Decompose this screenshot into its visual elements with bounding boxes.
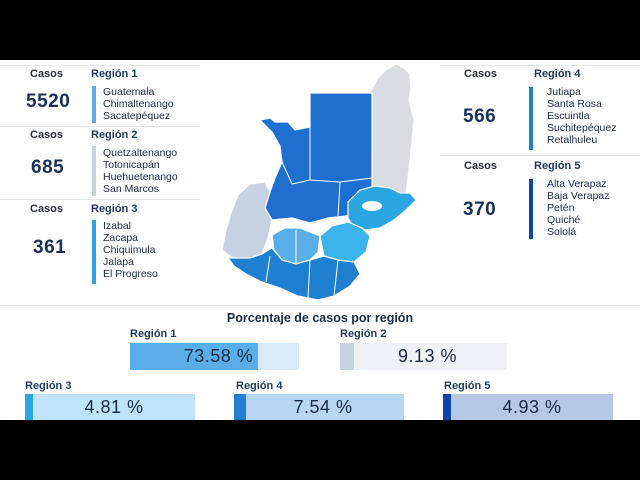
percent-fill	[130, 343, 258, 370]
percent-box-region-2: 9.13 %	[340, 343, 507, 370]
percent-value: 7.54 %	[293, 397, 353, 417]
infographic: Casos Región 1 5520 Guatemala Chimaltena…	[0, 60, 640, 420]
region-color-bar	[92, 86, 96, 123]
department: Petén	[547, 202, 575, 214]
case-count: 370	[463, 199, 497, 220]
percent-fill	[25, 394, 33, 420]
percent-value: 4.93 %	[502, 397, 562, 417]
map-east-mid	[319, 221, 371, 263]
department: Baja Verapaz	[547, 190, 610, 202]
department: Escuintla	[547, 110, 590, 122]
divider	[0, 65, 200, 66]
map-south-coast	[226, 247, 361, 301]
casos-label: Casos	[30, 129, 64, 141]
percent-value: 9.13 %	[397, 346, 458, 366]
percent-fill	[234, 394, 246, 420]
map-north-block	[258, 92, 373, 224]
department: Sololá	[547, 226, 577, 238]
percent-section-title: Porcentaje de casos por región	[226, 311, 414, 325]
map-izabal	[347, 185, 417, 231]
case-count: 5520	[26, 91, 71, 112]
percent-box-region-4: 7.54 %	[234, 394, 404, 420]
casos-label: Casos	[30, 68, 64, 80]
department: Chimaltenango	[103, 98, 174, 110]
department: Retalhuleu	[547, 134, 598, 146]
region-title: Región 5	[534, 160, 581, 172]
region-title: Región 3	[91, 203, 138, 215]
percent-fill	[340, 343, 354, 370]
percent-label: Región 1	[130, 328, 177, 340]
region-color-bar	[529, 179, 533, 239]
department: Alta Verapaz	[547, 178, 607, 190]
percent-label: Región 3	[25, 380, 72, 392]
department: Jutiapa	[547, 86, 581, 98]
percent-label: Región 5	[444, 380, 491, 392]
region-title: Región 1	[91, 68, 138, 80]
department: Izabal	[103, 220, 132, 232]
department: Quetzaltenango	[103, 147, 178, 159]
case-count: 566	[463, 106, 497, 127]
department: Suchitepéquez	[547, 122, 617, 134]
divider	[0, 126, 200, 127]
divider	[440, 155, 640, 156]
casos-label: Casos	[30, 203, 64, 215]
casos-label: Casos	[464, 160, 498, 172]
department: Jalapa	[103, 256, 134, 268]
case-count: 361	[33, 237, 67, 258]
percent-label: Región 2	[340, 328, 387, 340]
region-color-bar	[92, 220, 96, 284]
department: Quiché	[547, 214, 581, 226]
region-title: Región 4	[534, 68, 581, 80]
department: Totonicapán	[103, 159, 160, 171]
department: Guatemala	[103, 86, 155, 98]
divider	[0, 199, 200, 200]
divider	[440, 65, 640, 66]
percent-box-region-5: 4.93 %	[443, 394, 613, 420]
lake-izabal	[362, 201, 382, 211]
region-color-bar	[92, 146, 96, 196]
department: Sacatepéquez	[103, 110, 171, 122]
percent-fill	[443, 394, 451, 420]
map-peten	[369, 63, 415, 199]
casos-label: Casos	[464, 68, 498, 80]
percent-value: 4.81 %	[84, 397, 144, 417]
percent-value: 73.58 %	[183, 346, 254, 366]
region-title: Región 2	[91, 129, 138, 141]
region-color-bar	[529, 87, 533, 150]
department: Chiquimula	[103, 244, 156, 256]
department: El Progreso	[103, 268, 158, 280]
department: San Marcos	[103, 183, 160, 195]
divider	[0, 305, 640, 306]
map-west-region	[221, 181, 273, 261]
guatemala-map	[221, 63, 417, 301]
percent-box-region-3: 4.81 %	[25, 394, 195, 420]
percent-box-region-1: 73.58 %	[130, 343, 299, 370]
department: Zacapa	[103, 232, 139, 244]
department: Santa Rosa	[547, 98, 602, 110]
department: Huehuetenango	[103, 171, 178, 183]
percent-label: Región 4	[236, 380, 283, 392]
case-count: 685	[31, 157, 65, 178]
